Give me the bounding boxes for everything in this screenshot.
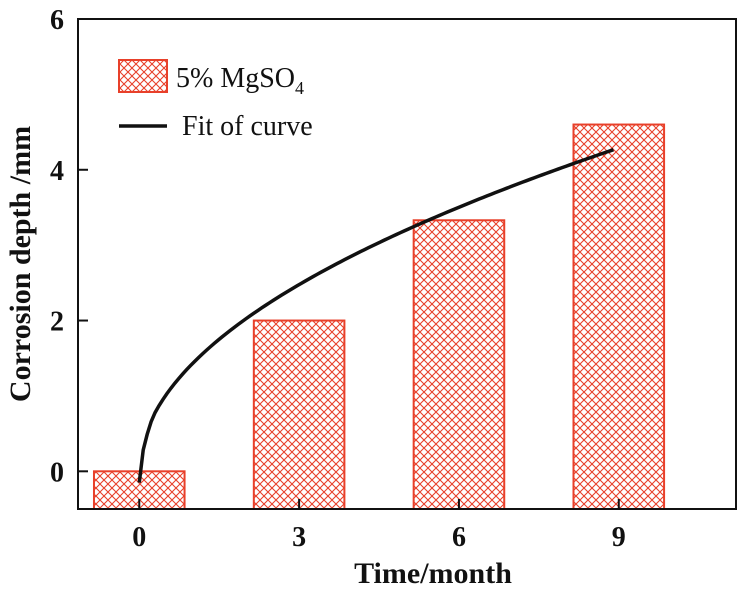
y-axis-ticks: 0 2 4 6 <box>50 5 88 488</box>
legend-label-line: Fit of curve <box>182 111 313 142</box>
x-axis-ticks: 0 3 6 9 <box>132 499 626 553</box>
y-tick-label: 6 <box>50 5 64 36</box>
y-tick-label: 4 <box>50 156 64 187</box>
plot-area-frame <box>77 18 737 510</box>
legend-label-bars: 5% MgSO4 <box>176 63 304 98</box>
y-tick-label: 2 <box>50 307 64 338</box>
x-tick-label: 6 <box>452 522 466 553</box>
fit-curve-line <box>137 148 615 483</box>
bar-6 <box>412 219 506 510</box>
y-tick-label: 0 <box>50 457 64 488</box>
bar-series-group <box>92 123 666 511</box>
legend: 5% MgSO4 Fit of curve <box>118 59 313 142</box>
legend-label-bars-main: 5% MgSO <box>176 63 295 94</box>
x-axis-label: Time/month <box>354 557 512 590</box>
x-tick-label: 9 <box>612 522 626 553</box>
legend-swatch-bars <box>118 59 168 93</box>
bar-3 <box>252 319 346 510</box>
x-tick-label: 3 <box>292 522 306 553</box>
bar-9 <box>572 123 666 511</box>
x-tick-label: 0 <box>132 522 146 553</box>
legend-label-bars-subscript: 4 <box>295 78 304 98</box>
y-axis-label: Corrosion depth /mm <box>4 126 37 402</box>
